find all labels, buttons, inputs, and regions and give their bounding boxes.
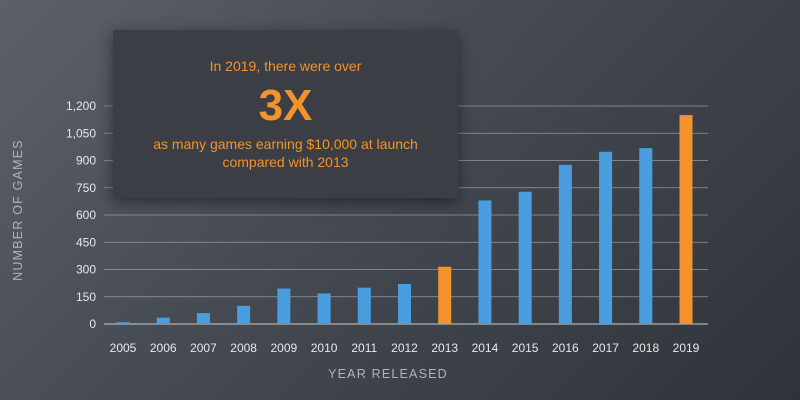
y-tick-label: 1,050	[66, 126, 96, 140]
y-tick-label: 1,200	[66, 99, 96, 113]
bar-2010	[317, 293, 331, 324]
y-tick-label: 600	[76, 208, 96, 222]
x-axis-title: YEAR RELEASED	[328, 367, 448, 381]
bar-2018	[639, 148, 653, 324]
callout-box: In 2019, there were over 3X as many game…	[113, 30, 458, 198]
callout-lead-text: In 2019, there were over	[209, 58, 362, 74]
bar-2016	[558, 164, 572, 324]
bar-2005	[116, 322, 130, 324]
x-tick-label: 2012	[391, 341, 418, 355]
bar-2012	[398, 284, 411, 324]
x-tick-label: 2016	[552, 341, 579, 355]
bar-2009	[277, 288, 291, 324]
x-tick-label: 2013	[431, 341, 458, 355]
bar-2017	[599, 151, 613, 324]
x-tick-label: 2014	[472, 341, 499, 355]
bar-2006	[156, 317, 170, 324]
y-tick-label: 300	[76, 263, 96, 277]
y-tick-label: 150	[76, 290, 96, 304]
bar-2019	[679, 115, 693, 324]
x-tick-label: 2008	[230, 341, 257, 355]
callout-body-text: as many games earning $10,000 at launch …	[153, 136, 418, 170]
y-tick-label: 900	[76, 154, 96, 168]
bars	[116, 115, 693, 324]
x-tick-label: 2018	[632, 341, 659, 355]
x-tick-label: 2017	[592, 341, 619, 355]
x-tick-label: 2010	[311, 341, 338, 355]
y-tick-label: 0	[89, 317, 96, 331]
x-tick-label: 2019	[673, 341, 700, 355]
bar-2013	[438, 266, 452, 324]
x-tick-label: 2005	[110, 341, 137, 355]
callout-headline: 3X	[258, 81, 313, 130]
x-tick-label: 2006	[150, 341, 177, 355]
x-tick-labels: 2005 2006 2007 2008 2009 2010 2011 2012 2013 2014…	[110, 341, 700, 355]
bar-2014	[478, 200, 492, 324]
x-tick-label: 2011	[351, 341, 377, 355]
y-axis-title: NUMBER OF GAMES	[11, 139, 25, 281]
bar-2008	[237, 305, 251, 324]
y-tick-labels: 0 150 300 450 600 750 900 1,050 1,200	[66, 99, 96, 331]
y-tick-label: 750	[76, 181, 96, 195]
bar-2011	[357, 287, 371, 324]
x-tick-label: 2015	[512, 341, 539, 355]
bar-2007	[196, 313, 210, 324]
y-tick-label: 450	[76, 235, 96, 249]
x-tick-label: 2009	[271, 341, 298, 355]
bar-2015	[518, 191, 532, 324]
x-tick-label: 2007	[190, 341, 217, 355]
